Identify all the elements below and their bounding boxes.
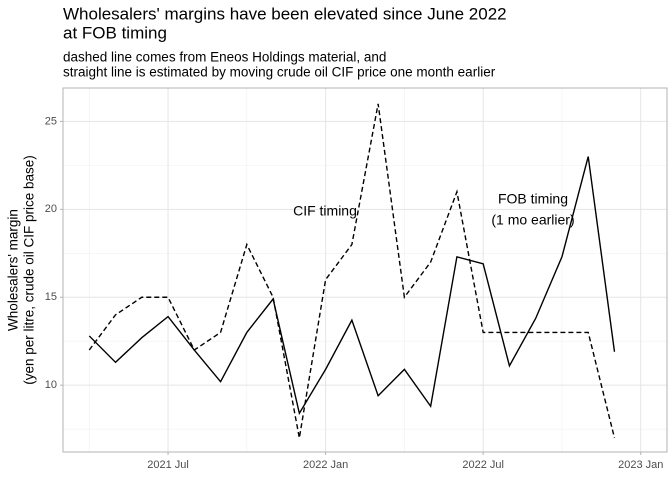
annotation: CIF timing: [293, 203, 357, 219]
annotation: (1 mo earlier): [491, 212, 574, 228]
y-tick-label: 20: [45, 203, 57, 215]
chart-title: Wholesalers' margins have been elevated …: [63, 4, 507, 23]
x-tick-label: 2021 Jul: [147, 459, 189, 471]
chart-subtitle: dashed line comes from Eneos Holdings ma…: [63, 50, 386, 65]
chart-title: at FOB timing: [63, 23, 167, 42]
panel-border: [62, 87, 668, 453]
y-axis-label: (yen per litre, crude oil CIF price base…: [22, 155, 37, 385]
y-tick-label: 15: [45, 291, 57, 303]
y-tick-label: 10: [45, 379, 57, 391]
y-axis-label: Wholesalers' margin: [6, 209, 21, 331]
chart-subtitle: straight line is estimated by moving cru…: [63, 65, 496, 80]
annotation: FOB timing: [498, 191, 568, 207]
x-tick-label: 2022 Jul: [462, 459, 504, 471]
line: [88, 156, 616, 416]
x-tick-label: 2023 Jan: [618, 459, 663, 471]
panel: [63, 88, 667, 452]
y-tick-label: 25: [45, 115, 57, 127]
x-tick-label: 2022 Jan: [303, 459, 348, 471]
line: [88, 103, 616, 439]
